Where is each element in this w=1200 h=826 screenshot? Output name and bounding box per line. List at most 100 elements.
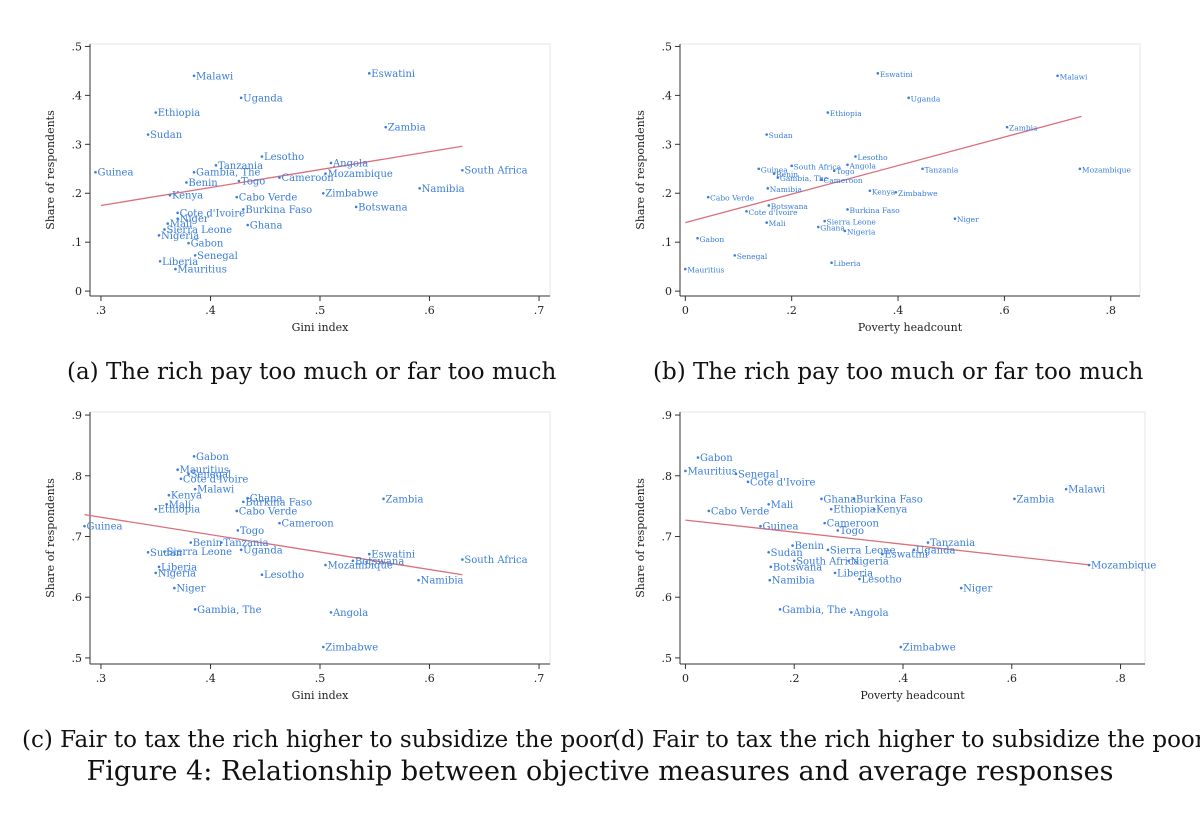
data-point — [220, 541, 223, 544]
data-point — [907, 96, 910, 100]
data-point — [858, 577, 861, 581]
x-tick-label: .6 — [999, 304, 1010, 317]
point-label: Uganda — [911, 94, 941, 103]
data-point — [767, 502, 770, 506]
data-point — [321, 645, 325, 649]
data-point — [192, 170, 196, 174]
point-label: Togo — [241, 177, 265, 188]
data-point — [189, 541, 193, 544]
point-label: Benin — [188, 178, 218, 189]
plot-frame — [679, 411, 1146, 665]
data-point — [829, 507, 833, 511]
data-point — [382, 497, 385, 501]
data-point — [158, 259, 162, 263]
data-point — [684, 267, 687, 271]
data-point — [772, 172, 776, 175]
point-label: Zimbabwe — [898, 189, 938, 198]
data-point — [1087, 563, 1091, 567]
data-point — [872, 507, 876, 511]
y-tick-label: .7 — [72, 530, 83, 543]
data-point — [868, 189, 872, 193]
point-label: Benin — [193, 538, 223, 549]
data-point — [826, 548, 830, 552]
point-label: Namibia — [770, 185, 803, 194]
y-tick-label: 0 — [665, 285, 672, 298]
data-point — [176, 468, 179, 471]
data-point — [790, 164, 793, 168]
panel-c: .5 .6 .7 .8 .9 .3 .4 .5 .6 .7 Gini index Share of r… — [40, 398, 560, 703]
y-tick-label: .4 — [72, 89, 83, 102]
caption-c: (c) Fair to tax the rich higher to subsi… — [22, 727, 614, 753]
x-tick-label: .7 — [534, 672, 545, 685]
data-point — [846, 208, 849, 211]
point-label: Mozambique — [1082, 165, 1132, 174]
data-point — [367, 552, 371, 556]
point-label: Zambia — [388, 123, 426, 134]
data-point — [746, 480, 750, 484]
point-label: Sierra Leone — [166, 547, 232, 558]
point-label: Nigeria — [158, 568, 196, 579]
point-label: Malawi — [1068, 485, 1105, 496]
data-point — [1078, 167, 1082, 171]
data-point — [847, 559, 850, 563]
y-tick-label: 0 — [75, 285, 82, 298]
data-point — [246, 223, 250, 227]
x-tick-label: .8 — [1115, 672, 1126, 685]
caption-a: (a) The rich pay too much or far too muc… — [67, 359, 557, 385]
data-point — [684, 469, 687, 473]
point-label: Guinea — [87, 522, 123, 533]
x-axis-label: Poverty headcount — [860, 689, 965, 702]
point-label: Uganda — [243, 93, 283, 104]
data-point — [461, 558, 464, 561]
data-point — [765, 133, 768, 136]
data-point — [154, 507, 158, 511]
point-label: Liberia — [837, 568, 873, 579]
point-label: Zimbabwe — [325, 189, 378, 200]
data-point — [776, 176, 780, 179]
data-point — [912, 548, 916, 552]
y-tick-label: .6 — [662, 591, 673, 604]
point-label: Niger — [176, 584, 205, 595]
point-label: Cabo Verde — [710, 194, 754, 203]
caption-d: (d) Fair to tax the rich higher to subsi… — [612, 727, 1200, 753]
point-label: Niger — [957, 215, 979, 224]
point-label: Kenya — [172, 191, 203, 202]
point-label: Malawi — [196, 71, 233, 82]
point-label: Eswatini — [880, 70, 913, 79]
point-label: Mozambique — [327, 169, 392, 180]
data-point — [768, 578, 772, 582]
data-point — [239, 548, 243, 552]
caption-b: (b) The rich pay too much or far too muc… — [653, 359, 1144, 385]
point-label: Eswatini — [371, 550, 415, 561]
x-axis-label: Gini index — [292, 689, 350, 702]
x-axis-label: Gini index — [292, 321, 350, 334]
point-label: Benin — [795, 541, 825, 552]
point-label: Sudan — [150, 130, 183, 141]
data-point — [953, 217, 957, 220]
y-tick-label: .1 — [662, 236, 673, 249]
point-label: Lesotho — [264, 152, 304, 163]
data-point — [193, 487, 197, 491]
data-point — [367, 72, 371, 75]
point-label: Ethiopia — [158, 108, 201, 119]
data-point — [959, 586, 963, 590]
point-label: Mozambique — [1091, 561, 1156, 572]
point-label: Togo — [840, 526, 864, 537]
x-tick-label: .6 — [1007, 672, 1018, 685]
point-label: Zimbabwe — [903, 642, 956, 653]
point-label: Zambia — [1009, 124, 1038, 133]
data-point — [185, 181, 188, 184]
data-point — [187, 472, 190, 476]
data-point — [278, 176, 281, 179]
x-tick-label: .7 — [534, 304, 545, 317]
y-tick-label: .4 — [662, 89, 673, 102]
data-point — [791, 544, 794, 547]
point-label: Zambia — [386, 494, 424, 505]
point-label: Namibia — [772, 576, 815, 587]
y-tick-label: .9 — [662, 409, 673, 422]
data-point — [165, 502, 168, 506]
data-point — [846, 163, 849, 167]
point-label: Gambia, The — [782, 605, 846, 616]
point-label: Mauritius — [687, 266, 724, 275]
point-label: Tanzania — [218, 161, 263, 172]
